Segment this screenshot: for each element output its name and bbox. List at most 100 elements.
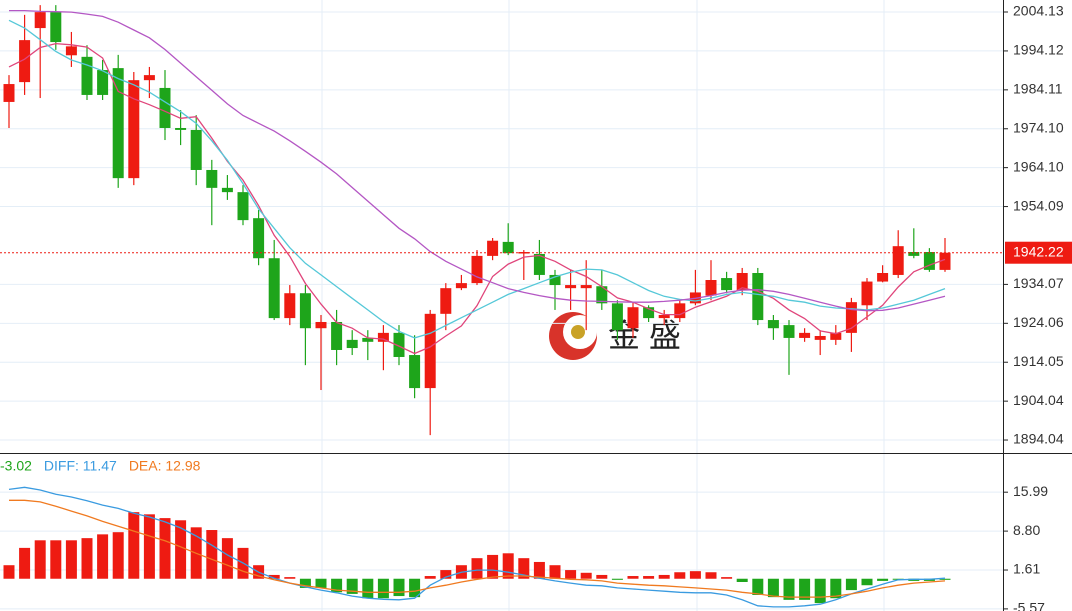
candle-body [65, 46, 77, 56]
candle-body [175, 127, 187, 130]
candle-body [580, 285, 592, 289]
candle-body [877, 273, 889, 282]
macd-bar [611, 578, 623, 580]
time-grid [321, 0, 885, 611]
candle-body [393, 332, 405, 357]
candle-body [409, 355, 421, 389]
candle-body [502, 241, 514, 254]
candle-body [596, 286, 608, 304]
macd-bar [284, 577, 296, 579]
macd-bar [362, 578, 374, 599]
candle-body [331, 321, 343, 350]
candle-body [190, 129, 202, 170]
y-tick-label: 1994.12 [1013, 42, 1064, 58]
candle-body [346, 339, 358, 349]
macd-bar [487, 554, 499, 579]
macd-bar [845, 578, 857, 591]
y-tick-label: -5.57 [1013, 600, 1045, 611]
macd-bar [159, 518, 171, 579]
macd-bar [580, 572, 592, 579]
dea-line [9, 499, 946, 598]
candle-body [939, 252, 951, 270]
candle-body [81, 56, 93, 95]
macd-bar [175, 520, 187, 579]
y-tick-label: 1914.05 [1013, 353, 1064, 369]
candle-body [97, 70, 109, 95]
macd-bar [674, 572, 686, 579]
macd-bar [783, 578, 795, 600]
y-tick-label: 8.80 [1013, 522, 1040, 538]
macd-bar [752, 578, 764, 595]
moving-average [8, 42, 946, 355]
legend-entry: -3.02 [0, 458, 32, 474]
candle-body [611, 303, 623, 331]
candle-body [159, 87, 171, 128]
candle-body [643, 307, 655, 319]
candle-body [253, 218, 265, 259]
macd-bar [939, 578, 951, 580]
candle-body [767, 320, 779, 329]
candle-body [299, 293, 311, 329]
macd-bar [393, 578, 405, 597]
candle-body [923, 252, 935, 270]
macd-bar [565, 570, 577, 579]
macd-bar [3, 565, 15, 579]
candle-body [830, 332, 842, 340]
candle-body [237, 192, 249, 221]
macd-bar [799, 578, 811, 600]
macd-bar [502, 553, 514, 579]
moving-average [9, 9, 946, 312]
macd-bar [471, 558, 483, 579]
macd-bar [533, 561, 545, 579]
candle-body [799, 332, 811, 338]
candle-body [377, 332, 389, 342]
macd-bar [299, 578, 311, 588]
macd-bar [596, 574, 608, 579]
candle-body [284, 293, 296, 319]
candle-body [674, 303, 686, 319]
macd-bar [861, 578, 873, 586]
candle-body [315, 321, 327, 329]
macd-bar [877, 578, 889, 581]
macd-bar [767, 578, 779, 598]
candle-body [783, 325, 795, 338]
macd-bar [81, 538, 93, 579]
y-tick-label: 1934.07 [1013, 275, 1064, 291]
macd-bar [814, 578, 826, 604]
macd-bar [50, 540, 62, 579]
macd-bar [65, 540, 77, 579]
candle-body [112, 68, 124, 179]
y-tick-label: 1904.04 [1013, 392, 1064, 408]
macd-bar [143, 514, 155, 579]
candle-body [861, 281, 873, 306]
candle-body [3, 84, 15, 102]
candle-body [518, 252, 530, 254]
last-price-box [1005, 241, 1072, 264]
macd-bar [689, 571, 701, 579]
macd-bar [440, 570, 452, 579]
candle-body [128, 80, 140, 179]
y-tick-label: 1924.06 [1013, 314, 1064, 330]
diff-line [8, 486, 946, 608]
y-tick-label: 1974.10 [1013, 119, 1064, 135]
candle-body [487, 240, 499, 256]
macd-bar [658, 574, 670, 579]
y-tick-label: 15.99 [1013, 483, 1048, 499]
macd-bar [643, 576, 655, 579]
candle-body [455, 283, 467, 289]
candle-body [752, 273, 764, 321]
candle-body [814, 335, 826, 340]
macd-bar [268, 574, 280, 579]
candle-body [721, 278, 733, 291]
watermark-logo [571, 325, 585, 339]
legend-entry: DIFF: 11.47 [44, 458, 117, 474]
macd-bar [830, 578, 842, 599]
candle-body [471, 255, 483, 284]
candle-body [206, 169, 218, 188]
candle-body [362, 337, 374, 342]
candle-body [533, 253, 545, 275]
macd-bar [221, 538, 233, 579]
macd-bar [736, 578, 748, 582]
macd-bar [315, 578, 327, 588]
